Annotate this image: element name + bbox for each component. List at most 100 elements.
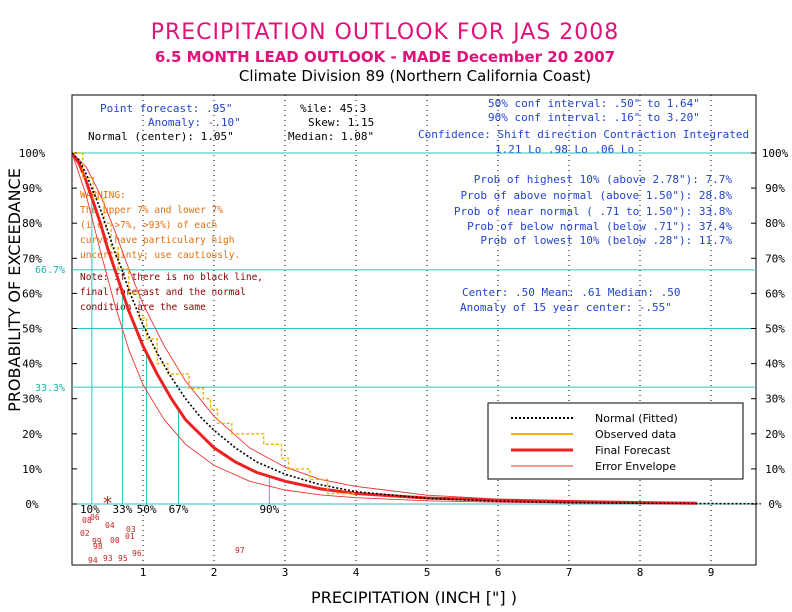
x-tick-label: 8 bbox=[637, 566, 644, 579]
warning-block: WARNING: The upper 7% and lower 7% (i.e.… bbox=[80, 190, 240, 261]
x-tick-label: 5 bbox=[424, 566, 431, 579]
y-tick-label-right: 10% bbox=[765, 463, 785, 476]
center-info: Center: .50 Mean: .61 Median: .50 Anomal… bbox=[460, 286, 681, 314]
y-tick-label: 30% bbox=[22, 393, 42, 406]
year-label: 98 bbox=[93, 542, 103, 551]
y-tick-label-right: 60% bbox=[765, 287, 785, 300]
note-line: final forecast and the normal bbox=[80, 287, 246, 298]
y-tick-label-right: 50% bbox=[765, 323, 785, 336]
year-label: 95 bbox=[118, 554, 128, 563]
y-tick-label-right: 20% bbox=[765, 428, 785, 441]
percentile-label: 50% bbox=[137, 503, 157, 516]
legend-label-final: Final Forecast bbox=[595, 444, 671, 457]
y-tick-label: 10% bbox=[22, 463, 42, 476]
legend-label-normal: Normal (Fitted) bbox=[595, 412, 678, 425]
x-axis-title: PRECIPITATION (INCH ["] ) bbox=[311, 588, 517, 607]
year-label: 99 bbox=[92, 537, 102, 546]
year-label: 00 bbox=[110, 536, 120, 545]
prob-above-normal: Prob of above normal (above 1.50"): 28.8… bbox=[460, 189, 732, 202]
x-tick-label: 3 bbox=[282, 566, 289, 579]
year-label: 94 bbox=[88, 556, 98, 565]
ref-label-66: 66.7% bbox=[35, 265, 65, 276]
x-tick-label: 7 bbox=[566, 566, 573, 579]
y-tick-label-right: 40% bbox=[765, 358, 785, 371]
x-tick-label: 9 bbox=[708, 566, 715, 579]
ref-label-33: 33.3% bbox=[35, 383, 65, 394]
x-tick-label: 4 bbox=[353, 566, 360, 579]
y-tick-label-right: 70% bbox=[765, 252, 785, 265]
series-final-forecast bbox=[70, 152, 697, 505]
division-label: Climate Division 89 (Northern California… bbox=[239, 67, 591, 85]
legend-label-envelope: Error Envelope bbox=[595, 460, 676, 473]
anomaly: Anomaly: -.10" bbox=[148, 116, 241, 129]
confidence-values: 1.21 Lo .98 Lo .06 Lo bbox=[495, 143, 634, 156]
year-label: 93 bbox=[103, 554, 113, 563]
series-normal-fitted bbox=[71, 152, 761, 505]
series-envelope-lower bbox=[71, 152, 697, 505]
note-block: Note: If there is no black line, final f… bbox=[80, 272, 263, 313]
note-line: Note: If there is no black line, bbox=[80, 272, 263, 283]
x-tick-label: 1 bbox=[140, 566, 147, 579]
conf90-interval: 90% conf interval: .16" to 3.20" bbox=[488, 111, 700, 124]
y-tick-label: 100% bbox=[19, 147, 46, 160]
confidence-header: Confidence: Shift direction Contraction … bbox=[418, 128, 749, 141]
chart-title: PRECIPITATION OUTLOOK FOR JAS 2008 bbox=[151, 20, 620, 45]
y-tick-label: 80% bbox=[22, 217, 42, 230]
stats-right: 50% conf interval: .50" to 1.64" 90% con… bbox=[418, 97, 749, 156]
prob-near-normal: Prob of near normal ( .71 to 1.50"): 33.… bbox=[454, 205, 733, 218]
x-tick-label: 6 bbox=[495, 566, 502, 579]
chart-subtitle: 6.5 MONTH LEAD OUTLOOK - MADE December 2… bbox=[155, 48, 615, 66]
y-tick-label: 90% bbox=[22, 182, 42, 195]
warning-line: curve have particulary high bbox=[80, 235, 234, 246]
grid-layer bbox=[72, 95, 756, 565]
y-tick-label-right: 90% bbox=[765, 182, 785, 195]
y-tick-label-right: 30% bbox=[765, 393, 785, 406]
warning-line: uncertainty; use cautiously. bbox=[80, 250, 240, 261]
percentile-label: 90% bbox=[259, 503, 279, 516]
series-layer bbox=[70, 152, 761, 505]
stats-left: Point forecast: .95" Anomaly: -.10" Norm… bbox=[88, 102, 374, 143]
normal-center: Normal (center): 1.05" bbox=[88, 130, 234, 143]
y-axis-title: PROBABILITY OF EXCEEDANCE bbox=[5, 168, 24, 412]
year-label: 04 bbox=[105, 521, 115, 530]
percentile: %ile: 45.3 bbox=[300, 102, 366, 115]
year-label: 01 bbox=[125, 532, 135, 541]
legend-label-observed: Observed data bbox=[595, 428, 676, 441]
warning-line: The upper 7% and lower 7% bbox=[80, 205, 223, 216]
y-tick-label-right: 0% bbox=[768, 498, 782, 511]
year-label: 97 bbox=[235, 546, 245, 555]
y-tick-label: 70% bbox=[22, 252, 42, 265]
percentile-label: 33% bbox=[112, 503, 132, 516]
conf50-interval: 50% conf interval: .50" to 1.64" bbox=[488, 97, 700, 110]
forecast-point-marker: * bbox=[102, 493, 113, 514]
y-tick-label-right: 100% bbox=[762, 147, 789, 160]
median: Median: 1.08" bbox=[288, 130, 374, 143]
y-tick-label: 40% bbox=[22, 358, 42, 371]
note-line: condition are the same bbox=[80, 302, 206, 313]
year-label: 02 bbox=[80, 529, 90, 538]
legend: Normal (Fitted) Observed data Final Fore… bbox=[487, 402, 744, 480]
x-tick-label: 2 bbox=[211, 566, 218, 579]
series-observed bbox=[72, 152, 356, 495]
skew: Skew: 1.15 bbox=[308, 116, 374, 129]
percentile-label: 10% bbox=[80, 503, 100, 516]
year-label: 96 bbox=[132, 549, 142, 558]
prob-highest10: Prob of highest 10% (above 2.78"): 7.7% bbox=[474, 173, 733, 186]
year-label: 08 bbox=[82, 516, 92, 525]
warning-line: (i.e. >7%, >93%) of each bbox=[80, 220, 217, 231]
y-tick-label: 0% bbox=[25, 498, 39, 511]
plot-frame bbox=[71, 94, 757, 566]
y-tick-label: 50% bbox=[22, 323, 42, 336]
point-forecast: Point forecast: .95" bbox=[100, 102, 232, 115]
year-label: 06 bbox=[90, 513, 100, 522]
center-line2: Anomaly of 15 year center: -.55" bbox=[460, 301, 672, 314]
y-tick-label: 60% bbox=[22, 287, 42, 300]
y-tick-label: 20% bbox=[22, 428, 42, 441]
probabilities: Prob of highest 10% (above 2.78"): 7.7% … bbox=[454, 173, 733, 247]
prob-below-normal: Prob of below normal (below .71"): 37.4% bbox=[467, 220, 732, 233]
year-label: 03 bbox=[126, 525, 136, 534]
center-line1: Center: .50 Mean: .61 Median: .50 bbox=[462, 286, 681, 299]
percentile-label: 67% bbox=[169, 503, 189, 516]
